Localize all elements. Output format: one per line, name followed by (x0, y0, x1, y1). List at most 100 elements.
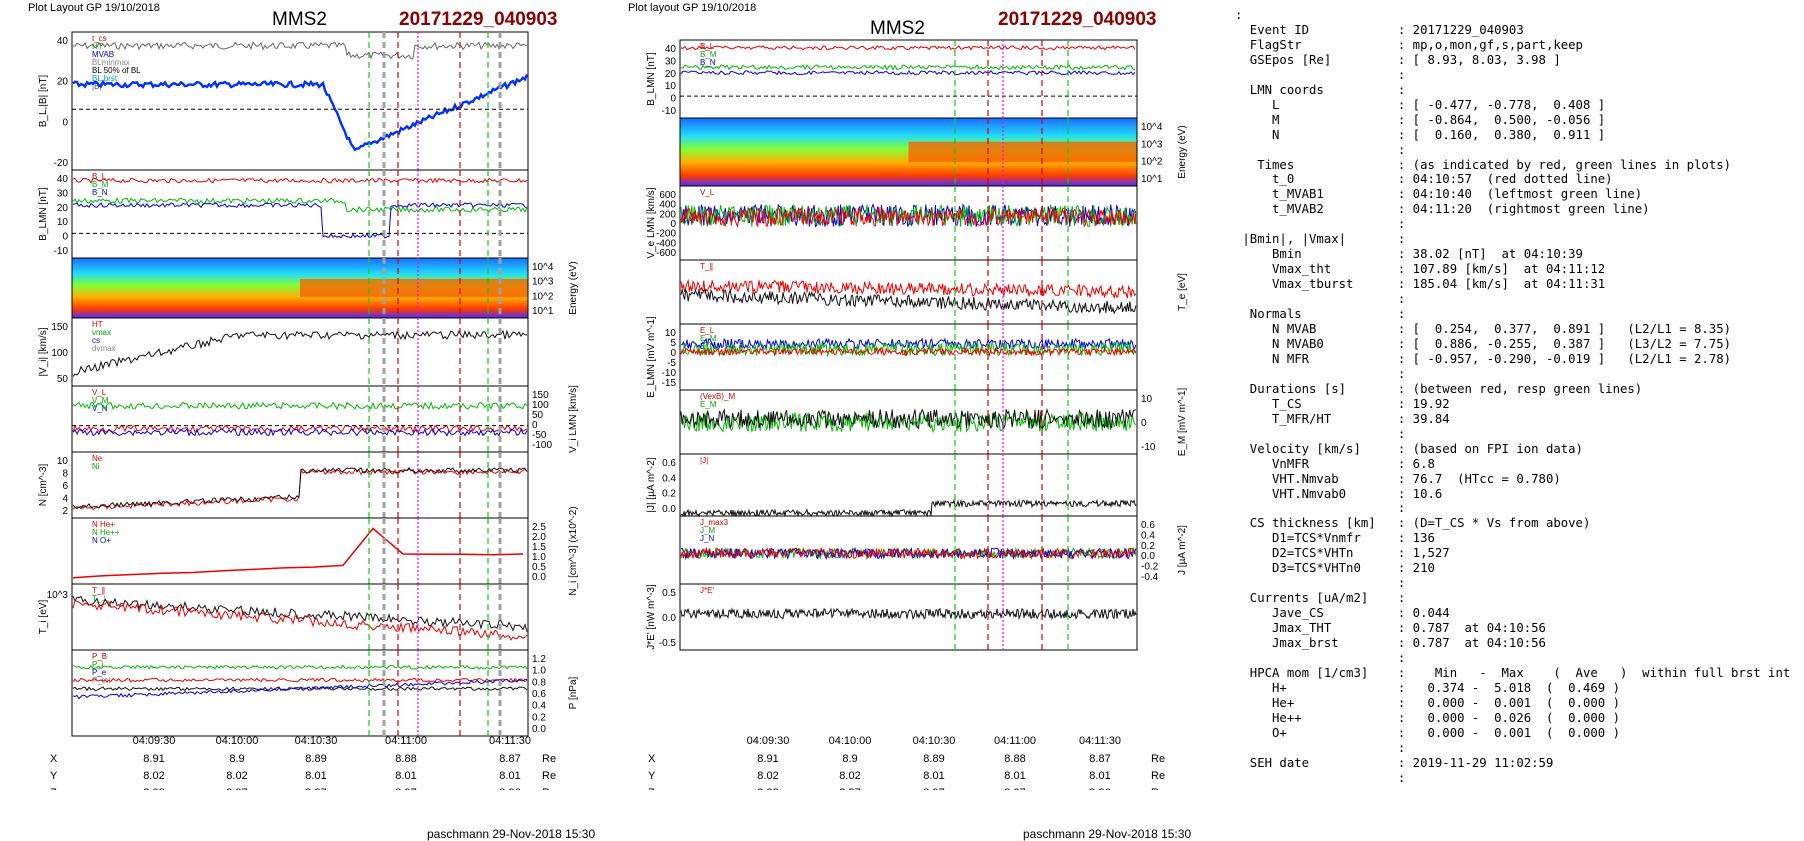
position-value: 8.02 (757, 770, 778, 782)
y-tick-label: 5 (670, 338, 676, 349)
y-tick-label: 6 (62, 481, 68, 492)
data-trace (680, 346, 1137, 357)
left-caption: Plot Layout GP 19/10/2018 (28, 2, 160, 14)
legend-entry: J*E' (700, 586, 714, 595)
position-value: 8.01 (923, 770, 944, 782)
data-trace (72, 177, 528, 184)
y-tick-label: 0 (62, 117, 68, 128)
right-caption: Plot layout GP 19/10/2018 (628, 2, 757, 14)
event-summary-text: : Event ID : 20171229_040903 FlagStr : m… (1235, 8, 1791, 785)
y-tick-label: 0.2 (1141, 541, 1155, 552)
legend-entry: cs (92, 336, 100, 345)
legend-entry: N He++ (92, 528, 120, 537)
legend-entry: |B| (92, 82, 102, 91)
y-tick-label: 20 (57, 203, 69, 214)
time-tick-label: 04:09:30 (133, 735, 176, 747)
position-value: 8.88 (395, 753, 416, 765)
data-trace (680, 407, 1136, 430)
y-tick-label: 0.0 (1141, 551, 1155, 562)
y-tick-label: 2 (62, 506, 68, 517)
y-tick-label: 0.6 (532, 689, 546, 700)
legend-entry: E_M (700, 400, 717, 409)
y-tick-label: 40 (57, 174, 69, 185)
y-tick-label: 1.5 (532, 542, 546, 553)
y-tick-label: 10 (665, 328, 677, 339)
y-tick-label: 100 (51, 348, 68, 359)
legend-entry: |J| (700, 456, 708, 465)
time-tick-label: 04:11:30 (489, 735, 531, 747)
y-tick-label: 30 (665, 56, 677, 67)
position-row-label: Z (648, 787, 655, 790)
data-trace (680, 607, 1137, 621)
y-tick-label: -15 (662, 378, 677, 389)
position-value: 8.01 (305, 770, 326, 782)
legend-entry: (VexB)_M (700, 392, 735, 401)
y-tick-label: 10^2 (532, 291, 554, 302)
y-tick-label: 0.2 (662, 489, 676, 500)
position-value: 8.87 (499, 753, 520, 765)
position-value: 8.9 (229, 753, 244, 765)
right-footer: paschmann 29-Nov-2018 15:30 (1023, 827, 1192, 841)
position-value: 8.01 (1004, 770, 1025, 782)
legend-entry: J_M (700, 526, 715, 535)
legend-entry: B_L (700, 42, 715, 51)
y-tick-label: -0.5 (659, 638, 677, 649)
y-tick-label: -10 (662, 106, 677, 117)
legend-entry: J_max3 (700, 518, 729, 527)
position-value: 8.01 (499, 770, 520, 782)
legend-entry: N O+ (92, 536, 111, 545)
y-axis-label: B_LMN [nT] (38, 187, 49, 241)
legend-entry: t_cs (92, 34, 107, 43)
y-tick-label: 0 (62, 232, 68, 243)
y-tick-label: 10 (57, 456, 69, 467)
y-tick-label: 10 (1141, 394, 1153, 405)
position-value: 8.87 (1089, 753, 1110, 765)
y-tick-label: -100 (532, 440, 552, 451)
data-trace (680, 278, 1137, 300)
y-tick-label: 600 (659, 190, 676, 201)
position-value: 3.98 (143, 787, 164, 790)
y-axis-label: P [nPa] (568, 676, 579, 709)
legend-entry: BLminmax (92, 58, 130, 67)
position-value: 8.91 (757, 753, 778, 765)
y-tick-label: 1.0 (532, 552, 546, 563)
position-value: 3.97 (839, 787, 860, 790)
legend-entry: P_i (92, 660, 104, 669)
y-tick-label: 0.0 (532, 572, 546, 583)
y-axis-label: T_e [eV] (1177, 273, 1188, 311)
y-axis-label: |J| [µA m^-2] (646, 457, 657, 512)
y-tick-label: 10^4 (532, 262, 554, 273)
position-value: 8.9 (842, 753, 857, 765)
position-value: 3.96 (1089, 787, 1110, 790)
y-axis-label: E_LMN [mV m^-1] (646, 316, 657, 398)
y-tick-label: 0.0 (662, 613, 676, 624)
y-tick-label: 40 (665, 44, 677, 55)
legend-entry: P_e (92, 668, 107, 677)
position-value: 8.02 (839, 770, 860, 782)
y-tick-label: 0.0 (532, 724, 546, 735)
y-tick-label: 2.0 (532, 532, 546, 543)
position-value: 3.97 (1004, 787, 1025, 790)
spectrogram-hot-region (300, 279, 528, 297)
legend-entry: HT (92, 320, 103, 329)
position-row-label: Z (50, 787, 57, 790)
data-trace (72, 599, 528, 641)
y-tick-label: 10^3 (532, 277, 554, 288)
y-tick-label: 30 (57, 188, 69, 199)
right-event-title: 20171229_040903 (998, 9, 1157, 30)
left-spacecraft-title: MMS2 (272, 9, 327, 30)
y-tick-label: 0.6 (1141, 520, 1155, 531)
legend-entry: B_N (700, 58, 716, 67)
left-plot-stack: 04:09:30 04:10:00 04:10:30 04:11:00 04:11:30… (38, 31, 579, 790)
legend-entry: V_N (92, 404, 108, 413)
position-value: 8.01 (1089, 770, 1110, 782)
y-axis-label: V_e LMN [km/s] (646, 187, 657, 258)
y-tick-label: 1.0 (532, 666, 546, 677)
data-trace (72, 41, 528, 60)
y-axis-label: J [µA m^-2] (1177, 525, 1188, 575)
data-trace (72, 678, 528, 700)
y-tick-label: -0.2 (1141, 562, 1159, 573)
legend-entry: T_⊥ (92, 594, 108, 603)
position-value: 8.02 (226, 770, 247, 782)
legend-entry: B_M (92, 180, 109, 189)
